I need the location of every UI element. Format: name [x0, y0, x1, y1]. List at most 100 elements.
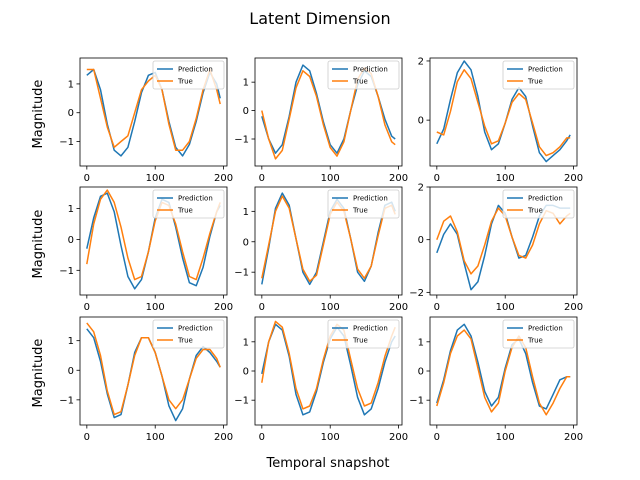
legend: Prediction True	[152, 60, 225, 90]
legend-label-prediction: Prediction	[528, 325, 563, 333]
x-tick-label: 200	[389, 173, 408, 184]
legend-label-true: True	[352, 78, 368, 86]
legend-box	[502, 189, 575, 219]
legend-label-prediction: Prediction	[353, 66, 388, 74]
axes-frame	[254, 57, 403, 167]
y-tick-label: −1	[234, 268, 249, 279]
y-tick-label: 1	[243, 207, 249, 218]
subplot-2-2: 0 100 200 −1 0 1 Prediction True	[234, 186, 408, 313]
x-tick-label: 100	[146, 302, 165, 313]
legend-box	[152, 60, 225, 90]
x-tick-label: 0	[434, 302, 440, 313]
x-tick-label: 0	[434, 173, 440, 184]
legend-label-true: True	[527, 337, 543, 345]
x-tick-label: 0	[259, 173, 265, 184]
subplot-3-2: 0 100 200 −1 0 1 Prediction True	[234, 316, 408, 443]
legend-label-true: True	[352, 207, 368, 215]
x-tick-label: 0	[84, 302, 90, 313]
axes-frame	[429, 57, 578, 167]
y-tick-label: 0	[418, 116, 424, 127]
legend-label-prediction: Prediction	[178, 325, 213, 333]
x-tick-label: 100	[496, 432, 515, 443]
x-tick-label: 200	[214, 432, 233, 443]
legend-box	[502, 60, 575, 90]
legend-label-prediction: Prediction	[353, 325, 388, 333]
legend: Prediction True	[502, 319, 575, 349]
axes-frame	[79, 186, 228, 296]
series-line-true	[86, 322, 221, 416]
legend: Prediction True	[327, 60, 400, 90]
y-tick-label: 1	[68, 79, 74, 90]
legend-label-true: True	[527, 207, 543, 215]
y-tick-label: −1	[59, 395, 74, 406]
y-tick-label: 0	[68, 366, 74, 377]
legend-box	[502, 319, 575, 349]
figure-title: Latent Dimension	[249, 9, 390, 28]
legend: Prediction True	[502, 60, 575, 90]
y-tick-label: 0	[243, 106, 249, 117]
y-axis-label-row-3: Magnitude	[31, 339, 46, 408]
legend-box	[327, 319, 400, 349]
legend-label-true: True	[177, 78, 193, 86]
y-axis-label-row-1: Magnitude	[31, 80, 46, 149]
x-tick-label: 200	[389, 302, 408, 313]
series-line-true	[436, 69, 571, 157]
y-tick-label: 1	[68, 336, 74, 347]
legend-box	[327, 189, 400, 219]
legend: Prediction True	[152, 319, 225, 349]
x-tick-label: 200	[564, 302, 583, 313]
y-tick-label: 0	[68, 108, 74, 119]
y-tick-label: 0	[243, 237, 249, 248]
y-tick-label: −1	[234, 135, 249, 146]
x-tick-label: 200	[214, 173, 233, 184]
x-tick-label: 100	[496, 173, 515, 184]
y-tick-label: 0	[243, 367, 249, 378]
legend-label-true: True	[527, 78, 543, 86]
y-tick-label: 2	[418, 183, 424, 194]
y-tick-label: −1	[409, 396, 424, 407]
y-tick-label: 1	[243, 337, 249, 348]
x-tick-label: 100	[321, 302, 340, 313]
axes-frame	[79, 316, 228, 426]
legend: Prediction True	[152, 189, 225, 219]
y-tick-label: 0	[418, 235, 424, 246]
legend-label-prediction: Prediction	[353, 195, 388, 203]
legend-label-prediction: Prediction	[178, 66, 213, 74]
subplot-1-3: 0 100 200 0 2 Prediction True	[418, 56, 584, 184]
x-tick-label: 100	[496, 302, 515, 313]
subplot-3-3: 0 100 200 −1 0 1 Prediction True	[409, 316, 583, 443]
subplot-3-1: 0 100 200 −1 0 1 Prediction True	[59, 316, 233, 443]
y-axis-label-row-2: Magnitude	[31, 210, 46, 279]
legend: Prediction True	[502, 189, 575, 219]
subplot-2-3: 0 100 200 −2 0 2 Prediction True	[409, 183, 583, 314]
legend-label-prediction: Prediction	[178, 195, 213, 203]
y-tick-label: −1	[59, 266, 74, 277]
y-tick-label: 1	[68, 204, 74, 215]
x-tick-label: 100	[146, 432, 165, 443]
axes-frame	[429, 186, 578, 296]
y-tick-label: 1	[243, 78, 249, 89]
subplot-1-1: 0 100 200 −1 0 1 Prediction True	[59, 57, 233, 184]
series-line-true	[436, 329, 571, 416]
x-tick-label: 100	[321, 432, 340, 443]
legend: Prediction True	[327, 189, 400, 219]
x-tick-label: 200	[564, 173, 583, 184]
x-tick-label: 100	[146, 173, 165, 184]
legend-box	[327, 60, 400, 90]
legend: Prediction True	[327, 319, 400, 349]
y-tick-label: −1	[234, 396, 249, 407]
series-line-prediction	[436, 323, 571, 410]
x-tick-label: 0	[434, 432, 440, 443]
x-tick-label: 100	[321, 173, 340, 184]
x-tick-label: 0	[259, 432, 265, 443]
x-tick-label: 200	[389, 432, 408, 443]
legend-label-true: True	[177, 207, 193, 215]
subplot-1-2: 0 100 200 −1 0 1 Prediction True	[234, 57, 408, 184]
x-tick-label: 200	[214, 302, 233, 313]
legend-label-prediction: Prediction	[528, 66, 563, 74]
x-tick-label: 0	[84, 432, 90, 443]
legend-label-prediction: Prediction	[528, 195, 563, 203]
series-line-true	[86, 189, 221, 281]
